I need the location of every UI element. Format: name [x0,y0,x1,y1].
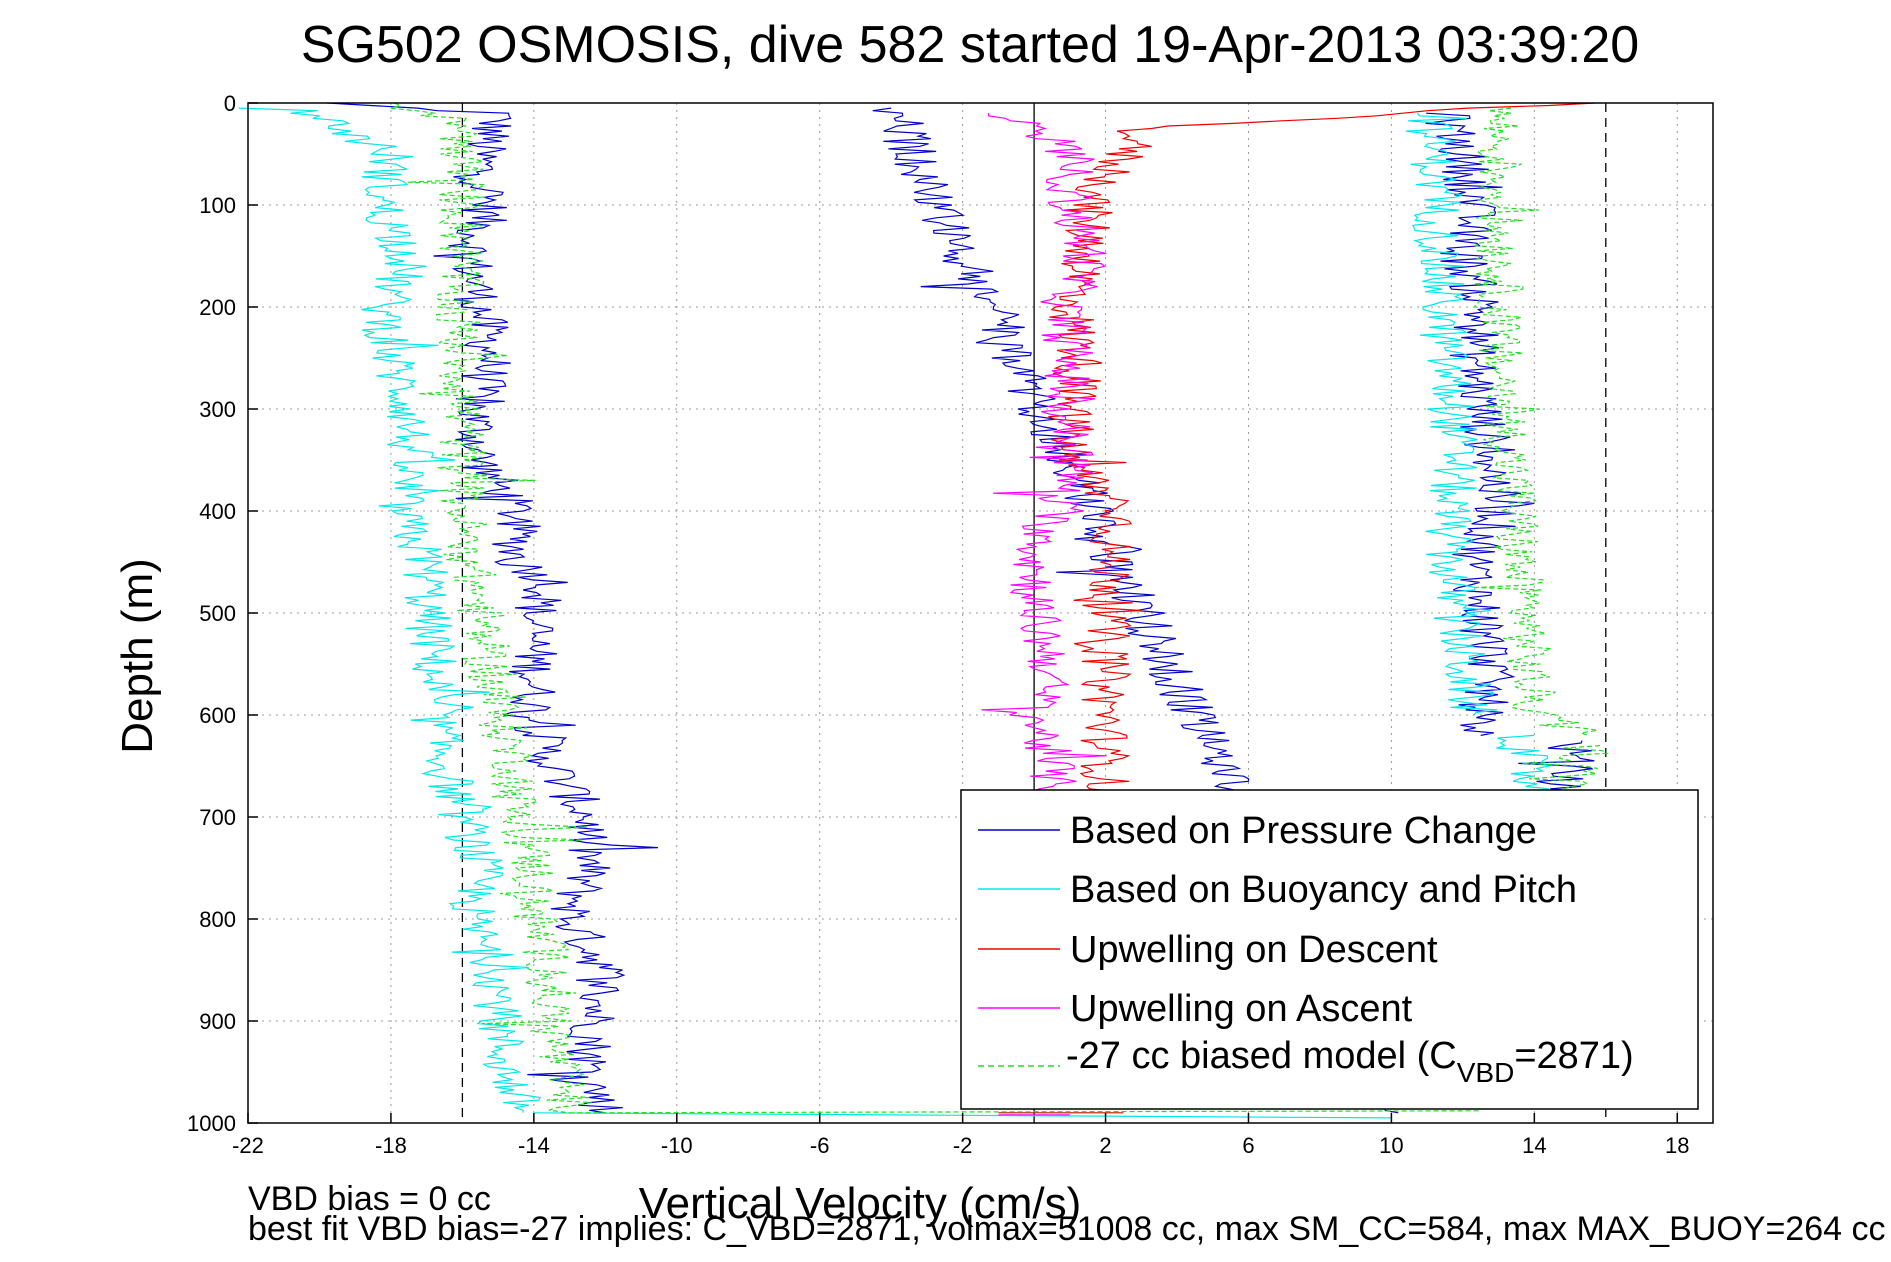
series-line-27-cc-biased-model-c-vbd-2871 [1521,745,1620,798]
y-tick-label: 800 [199,907,236,932]
legend-label-ascent: Upwelling on Ascent [1070,988,1413,1030]
y-axis-label: Depth (m) [113,558,162,754]
footer-vbd-bias: VBD bias = 0 cc [248,1180,491,1218]
y-tick-label: 0 [224,91,236,116]
y-tick-label: 200 [199,295,236,320]
y-tick-label: 100 [199,193,236,218]
legend-model-suffix: =2871) [1514,1035,1633,1077]
legend-label-pressure: Based on Pressure Change [1070,810,1537,852]
series-line-27-cc-biased-model-c-vbd-2871 [1473,107,1598,736]
series-line-based-on-buoyancy-and-pitch [238,107,541,1113]
legend-label-model: -27 cc biased model (CVBD=2871) [1066,1035,1634,1088]
series-line-27-cc-biased-model-c-vbd-2871 [390,102,592,1114]
y-tick-label: 700 [199,805,236,830]
x-tick-label: 18 [1665,1133,1689,1158]
grid [248,103,1713,1123]
x-tick-label: -6 [810,1133,830,1158]
chart-title: SG502 OSMOSIS, dive 582 started 19-Apr-2… [301,16,1639,74]
series-line-based-on-pressure-change [327,102,659,1114]
y-tick-label: 900 [199,1009,236,1034]
x-tick-label: -10 [661,1133,693,1158]
y-tick-label: 1000 [187,1111,236,1136]
x-tick-label: -18 [375,1133,407,1158]
legend-model-prefix: -27 cc biased model (C [1066,1035,1457,1077]
x-tick-label: 10 [1379,1133,1403,1158]
x-tick-label: -14 [518,1133,550,1158]
x-tick-label: 6 [1242,1133,1254,1158]
legend: Based on Pressure Change Based on Buoyan… [960,789,1699,1110]
x-tick-label: 2 [1099,1133,1111,1158]
y-tick-label: 600 [199,703,236,728]
series-line-based-on-pressure-change [1425,112,1534,736]
y-axis-ticks: 0 100 200 300 400 500 600 700 800 900 1000 [187,91,258,1136]
legend-label-descent: Upwelling on Descent [1070,929,1438,971]
series-line-based-on-pressure-change [1518,740,1595,798]
y-tick-label: 400 [199,499,236,524]
y-tick-label: 500 [199,601,236,626]
x-axis-label: Vertical Velocity (cm/s) [639,1179,1082,1228]
series-line-based-on-buoyancy-and-pitch [1496,734,1551,798]
x-tick-label: 14 [1522,1133,1546,1158]
x-tick-label: -2 [953,1133,973,1158]
series-line-based-on-buoyancy-and-pitch [1406,112,1498,716]
footer-best-fit: best fit VBD bias=-27 implies: C_VBD=287… [248,1210,1886,1248]
y-tick-label: 300 [199,397,236,422]
legend-box [960,789,1699,1110]
x-axis-ticks: -22 -18 -14 -10 -6 -2 2 6 10 14 18 [232,1113,1690,1158]
legend-model-subscript: VBD [1457,1057,1515,1088]
x-tick-label: -22 [232,1133,264,1158]
legend-label-buoyancy: Based on Buoyancy and Pitch [1070,869,1577,911]
series-line-upwelling-on-ascent [981,113,1107,798]
